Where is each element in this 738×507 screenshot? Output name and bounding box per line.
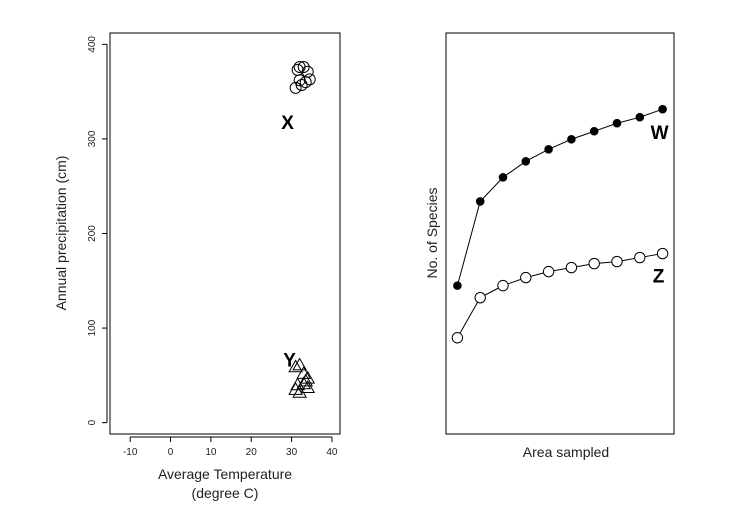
series-point-z xyxy=(656,247,669,260)
left-y-tick-label: 200 xyxy=(87,225,98,242)
right-series-lines xyxy=(456,108,663,339)
left-x-tick-label: 40 xyxy=(326,447,338,458)
left-y-axis-title: Annual precipitation (cm) xyxy=(53,156,69,311)
series-point-w xyxy=(521,157,531,166)
scatter-point-x xyxy=(291,63,304,76)
scatter-point-x xyxy=(301,65,314,78)
scatter-point-y xyxy=(288,359,303,373)
left-x-tick-label: 10 xyxy=(205,447,217,458)
scatter-point-y xyxy=(292,384,308,398)
left-y-tick-label: 100 xyxy=(87,319,98,336)
series-point-w xyxy=(658,104,667,114)
series-label-w: W xyxy=(651,123,669,144)
left-points xyxy=(288,61,316,398)
series-point-w xyxy=(589,126,599,136)
scatter-point-x xyxy=(289,81,302,94)
series-point-w xyxy=(544,144,553,154)
scatter-point-y xyxy=(288,382,303,395)
scatter-point-x xyxy=(297,61,310,74)
group-label-y: Y xyxy=(283,350,296,371)
series-point-z xyxy=(542,265,555,278)
group-label-x: X xyxy=(281,113,294,134)
scatter-point-x xyxy=(303,73,316,86)
series-point-w xyxy=(567,134,576,144)
left-y-tick-label: 300 xyxy=(87,130,98,147)
series-point-z xyxy=(451,332,464,344)
series-point-z xyxy=(565,261,578,274)
series-point-z xyxy=(588,257,600,270)
left-x-tick-label: -10 xyxy=(123,447,138,458)
series-line-w xyxy=(456,108,663,286)
scatter-point-y xyxy=(292,357,308,371)
right-y-axis-title: No. of Species xyxy=(424,187,440,278)
left-y-tick-label: 400 xyxy=(87,36,98,53)
series-point-w xyxy=(453,281,462,290)
left-x-tick-label: 30 xyxy=(286,447,298,458)
series-point-z xyxy=(520,271,532,284)
left-x-tick-label: 20 xyxy=(246,447,258,458)
series-point-z xyxy=(611,255,623,268)
series-point-w xyxy=(498,173,508,182)
right-line-panel: Area sampled No. of Species W Z xyxy=(424,32,675,460)
scatter-point-y xyxy=(298,373,314,387)
right-plot-frame xyxy=(445,32,675,435)
scatter-point-y xyxy=(300,380,316,394)
series-point-z xyxy=(634,251,646,264)
series-point-w xyxy=(612,118,622,128)
series-point-w xyxy=(635,112,645,122)
series-point-z xyxy=(474,291,486,304)
left-x-axis-subtitle: (degree C) xyxy=(192,485,259,501)
series-point-w xyxy=(475,197,485,206)
scatter-point-x xyxy=(293,74,306,87)
right-x-axis-title: Area sampled xyxy=(523,444,609,460)
scatter-point-x xyxy=(299,76,312,89)
series-line-z xyxy=(456,253,663,339)
left-x-tick-label: 0 xyxy=(168,447,174,458)
series-point-z xyxy=(497,279,509,292)
left-plot-frame xyxy=(109,32,341,435)
left-y-tick-label: 0 xyxy=(87,419,98,425)
right-series-points xyxy=(451,104,669,344)
left-x-axis-title: Average Temperature xyxy=(158,466,292,482)
series-label-z: Z xyxy=(653,267,665,288)
